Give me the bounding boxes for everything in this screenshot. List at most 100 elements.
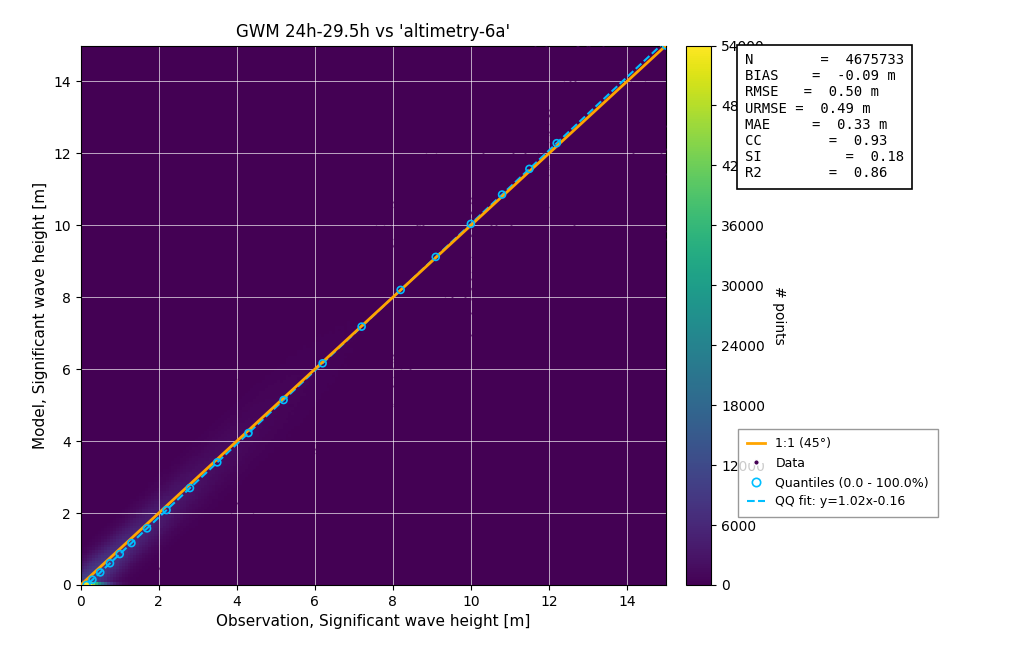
Point	[431, 209, 447, 220]
Point	[547, 107, 563, 117]
Point	[312, 424, 328, 434]
Point	[608, 56, 625, 66]
Point	[431, 322, 447, 333]
Point	[456, 259, 472, 270]
Point	[527, 41, 543, 51]
Point	[584, 287, 600, 298]
Point	[384, 399, 401, 410]
Point	[369, 389, 385, 400]
Point	[466, 211, 482, 222]
Point	[568, 134, 584, 144]
Point	[455, 309, 471, 320]
Point	[172, 554, 188, 564]
Point	[413, 327, 429, 337]
Point	[456, 170, 472, 180]
Point	[541, 127, 557, 138]
Point	[275, 395, 292, 405]
Point	[261, 341, 277, 352]
Point	[320, 424, 336, 434]
Point	[456, 207, 472, 218]
Point	[266, 472, 283, 482]
Point	[491, 256, 508, 266]
Point	[351, 396, 367, 407]
Point	[145, 460, 161, 470]
Point	[475, 256, 491, 266]
Point	[447, 203, 463, 214]
Point	[95, 515, 111, 525]
Point	[346, 267, 362, 278]
Point	[583, 111, 599, 121]
Point	[406, 207, 422, 218]
Point	[295, 315, 311, 325]
Point	[231, 369, 247, 379]
Point	[514, 192, 530, 202]
Point	[463, 308, 479, 318]
Point	[383, 202, 400, 212]
Point	[202, 521, 218, 531]
Point	[410, 378, 426, 389]
Point	[485, 259, 501, 269]
Point	[157, 448, 174, 458]
Point	[478, 208, 494, 218]
Point	[298, 312, 314, 322]
Point	[167, 441, 184, 452]
Point	[254, 344, 270, 355]
Point	[461, 311, 477, 322]
Point	[518, 203, 534, 213]
Point	[254, 478, 270, 489]
Point	[428, 252, 444, 262]
Point	[467, 169, 483, 179]
Point	[347, 266, 363, 277]
Point	[176, 425, 192, 436]
Point	[464, 239, 480, 250]
Point	[545, 156, 561, 166]
Point	[305, 306, 321, 316]
Point	[439, 218, 455, 228]
Point	[495, 155, 512, 165]
Point	[356, 256, 372, 266]
Point	[337, 406, 353, 417]
Point	[451, 198, 467, 209]
Point	[273, 462, 290, 473]
Point	[455, 174, 471, 185]
Point	[238, 495, 254, 506]
Point	[364, 375, 380, 385]
Point	[433, 285, 449, 295]
Point	[501, 157, 518, 168]
Point	[623, 151, 639, 162]
Point	[440, 157, 456, 167]
Point	[77, 529, 93, 539]
Point	[557, 162, 573, 172]
Point	[423, 313, 439, 323]
Point	[357, 263, 373, 273]
Point	[383, 219, 400, 229]
Point	[360, 422, 376, 433]
Point	[336, 260, 352, 270]
Point	[462, 198, 478, 208]
Point	[525, 155, 541, 165]
Point	[463, 215, 479, 226]
Point	[325, 268, 341, 279]
Point	[463, 229, 479, 240]
Point	[513, 231, 529, 242]
Point	[233, 369, 249, 380]
Point	[428, 304, 444, 315]
Point	[264, 327, 281, 337]
Point	[293, 309, 309, 319]
Point	[460, 227, 476, 238]
Point	[399, 231, 415, 241]
Point	[451, 270, 467, 280]
Point	[351, 384, 367, 394]
Point	[401, 343, 417, 353]
Point	[199, 531, 215, 541]
Point	[636, 105, 652, 116]
Point	[326, 285, 342, 296]
Point	[471, 164, 487, 174]
Point	[592, 88, 608, 98]
Point	[408, 233, 424, 243]
Point	[466, 245, 482, 255]
Point	[404, 213, 420, 223]
Point	[503, 118, 520, 129]
Point	[488, 350, 504, 360]
Point	[394, 370, 410, 381]
